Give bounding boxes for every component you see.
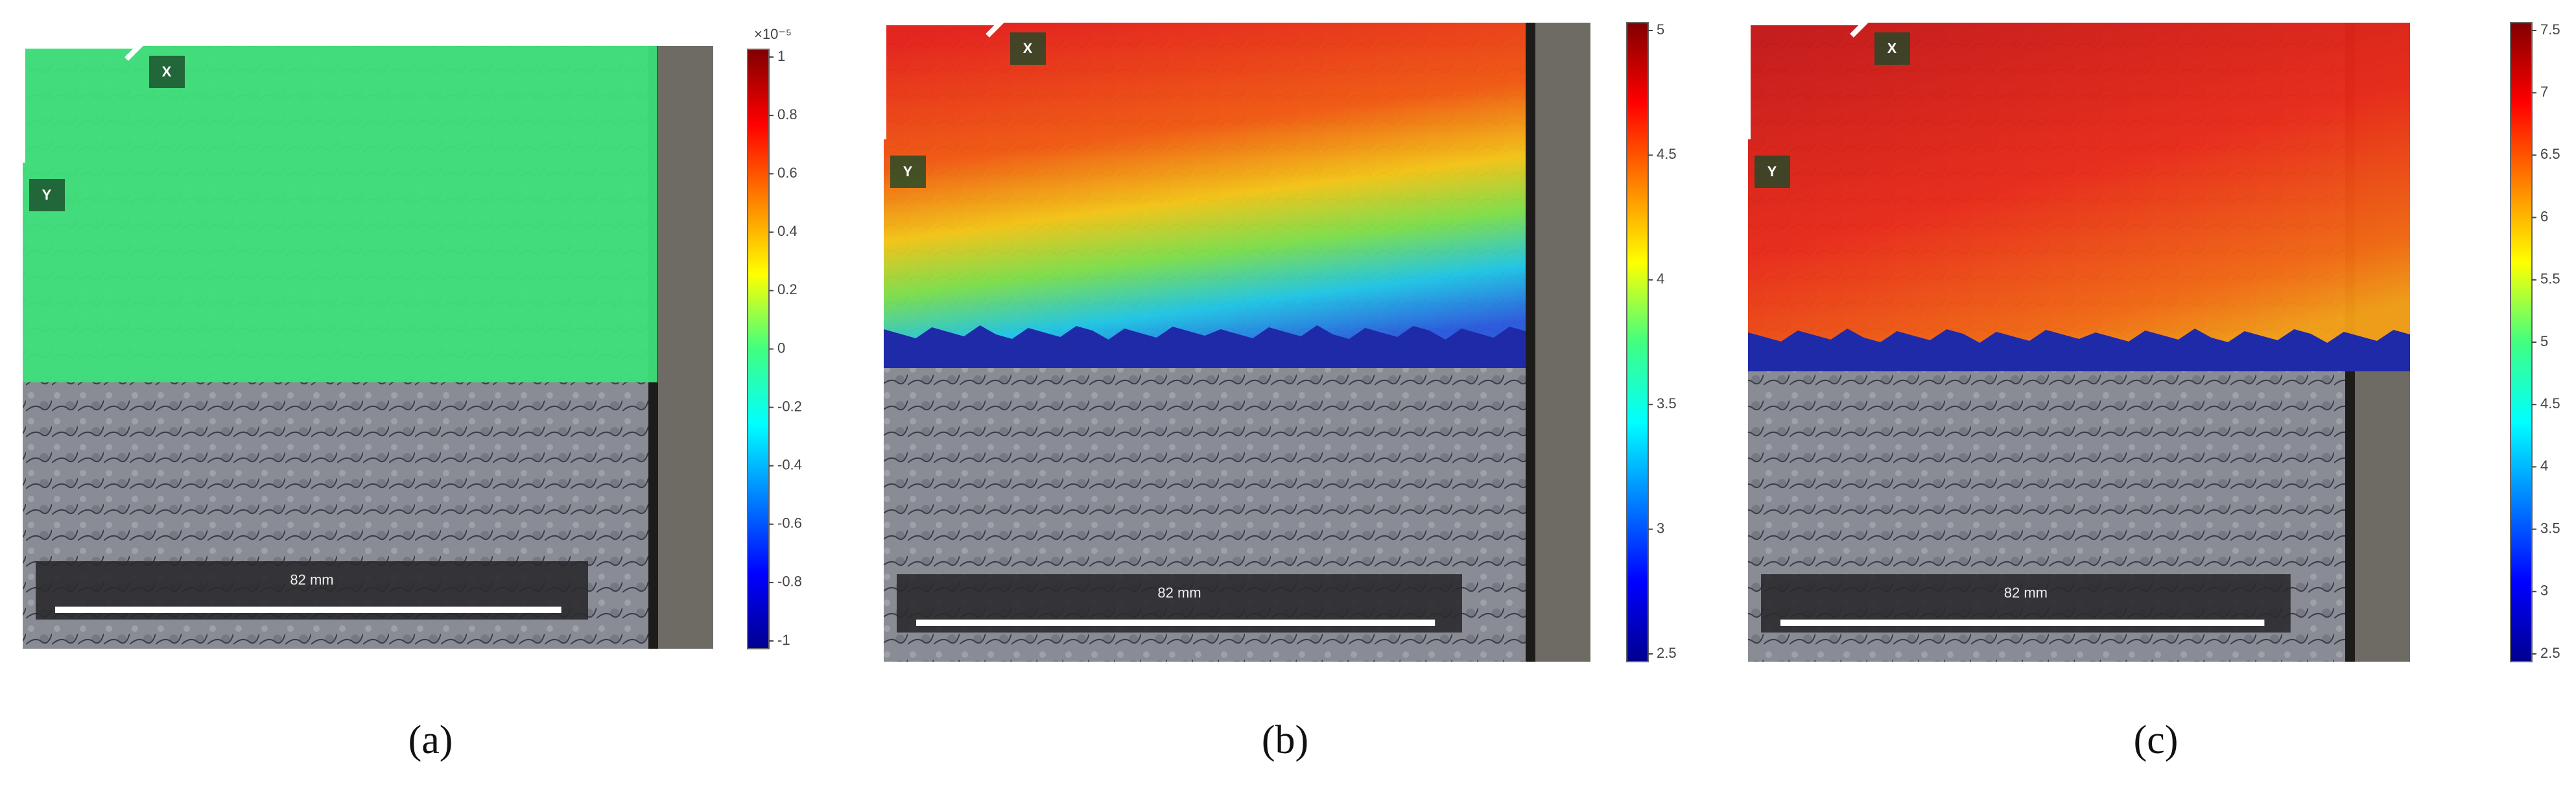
colorbar-tick-label: 6 (2540, 208, 2548, 224)
axis-arrow (20, 43, 146, 163)
colorbar-tick-label: 0.4 (777, 223, 798, 239)
colorbar-tick-label: -0.4 (777, 457, 802, 473)
colorbar-tick-label: 7.5 (2540, 21, 2560, 38)
x-tag (149, 56, 185, 88)
scale-label: 82 mm (1157, 585, 1201, 601)
colorbar-tick-label: 6.5 (2540, 146, 2560, 162)
crack-band (884, 325, 1526, 368)
colorbar-tick-label: 0 (777, 340, 785, 356)
x-label: X (162, 64, 172, 80)
colorbar-tick-label: 0.8 (777, 106, 798, 122)
scale-label: 82 mm (2004, 585, 2048, 601)
y-tag (890, 156, 926, 188)
y-label: Y (1767, 163, 1777, 180)
colorbar-tick-label: 1 (777, 48, 785, 64)
panel: X Y 82 mm 1 0.8 0.6 0.4 0.2 0 -0.2 -0.4 -0.6 -0.8 -1 ×… (20, 26, 802, 762)
colorbar-tick-label: 5 (2540, 333, 2548, 349)
x-label: X (1887, 40, 1897, 56)
colorbar-tick-label: 2.5 (1657, 645, 1677, 661)
y-label: Y (903, 163, 913, 180)
fixture (658, 46, 713, 649)
x-label: X (1023, 40, 1033, 56)
colorbar-tick-label: 3.5 (2540, 520, 2560, 536)
strain-field (23, 46, 657, 382)
axis-arrow (881, 20, 1007, 139)
x-tag (1010, 32, 1046, 65)
axis-arrow (1745, 20, 1871, 139)
colorbar-tick-label: 3 (2540, 583, 2548, 599)
colorbar (747, 49, 770, 649)
colorbar-tick-label: 4 (1657, 271, 1664, 287)
colorbar-exponent: ×10⁻⁵ (754, 26, 792, 42)
panel-caption: (c) (2134, 718, 2179, 762)
colorbar-tick-label: 0.6 (777, 165, 798, 181)
fixture-gap (1526, 23, 1535, 662)
strain-field (1748, 23, 2410, 371)
x-tag (1874, 32, 1910, 65)
colorbar-tick-label: 3.5 (1657, 395, 1677, 412)
scale-label: 82 mm (290, 572, 333, 588)
colorbar (1626, 22, 1649, 662)
panel: X Y 82 mm 7.5 7 6.5 6 5.5 5 4.5 4 3.5 3 2.5 (c) (1745, 20, 2560, 762)
colorbar-tick-label: 3 (1657, 520, 1664, 536)
colorbar-tick-label: 5 (1657, 21, 1664, 38)
colorbar-tick-label: -0.6 (777, 515, 802, 531)
panel-caption: (a) (408, 718, 453, 762)
colorbar-tick-label: 4.5 (1657, 146, 1677, 162)
colorbar-tick-label: 5.5 (2540, 271, 2560, 287)
colorbar-tick-label: 4.5 (2540, 395, 2560, 412)
colorbar-tick-label: 0.2 (777, 281, 798, 297)
fixture (1535, 23, 1590, 662)
colorbar-tick-label: 7 (2540, 84, 2548, 100)
colorbar-tick-label: -1 (777, 632, 790, 648)
panel-caption: (b) (1262, 718, 1308, 762)
colorbar-tick-label: -0.8 (777, 574, 802, 590)
y-tag (29, 179, 65, 211)
colorbar-tick-label: -0.2 (777, 398, 802, 414)
y-label: Y (42, 187, 52, 203)
strain-field (884, 23, 1526, 368)
colorbar-tick-label: 4 (2540, 458, 2548, 474)
colorbar-tick-label: 2.5 (2540, 645, 2560, 661)
crack-band (1748, 329, 2410, 371)
panel: X Y 82 mm 5 4.5 4 3.5 3 2.5 (b) (881, 20, 1677, 762)
y-tag (1755, 156, 1790, 188)
colorbar (2510, 22, 2533, 662)
